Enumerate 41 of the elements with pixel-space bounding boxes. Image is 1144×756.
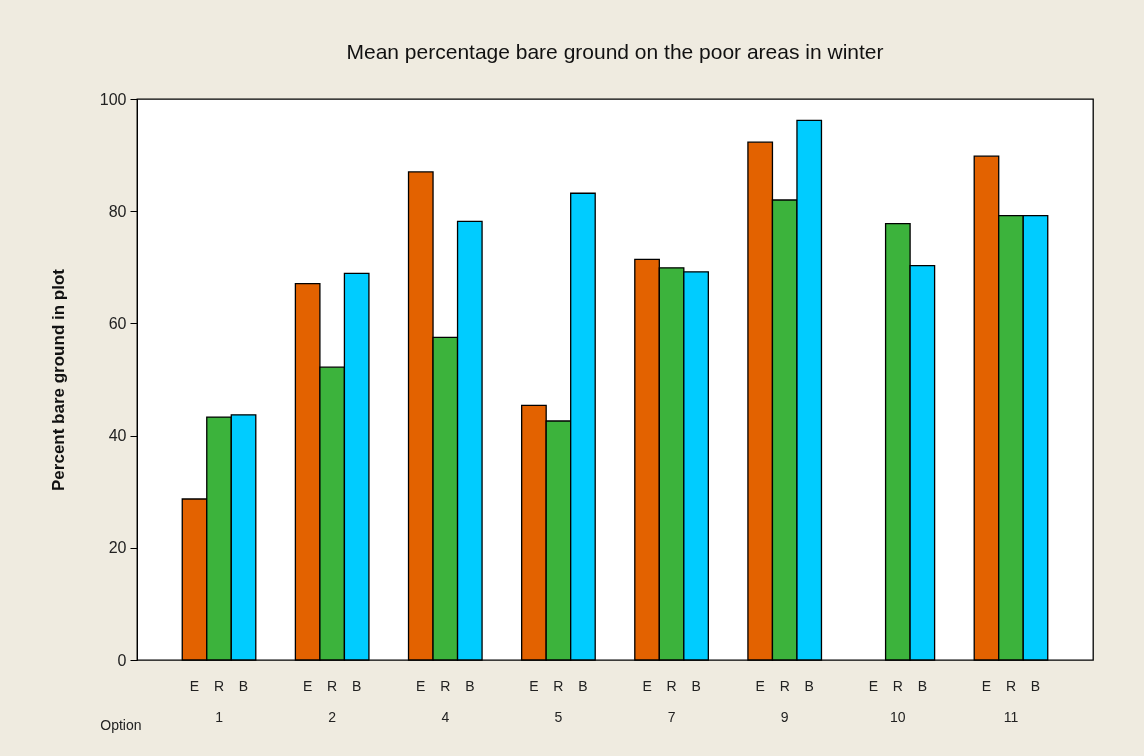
text: B bbox=[804, 678, 814, 694]
text: E bbox=[416, 678, 426, 694]
text: R bbox=[779, 678, 790, 694]
y-axis-title: Percent bare ground in plot bbox=[48, 268, 68, 491]
series-label: E bbox=[189, 678, 200, 694]
text: E bbox=[642, 678, 652, 694]
series-label: R bbox=[213, 678, 225, 694]
text: B bbox=[465, 678, 475, 694]
text: E bbox=[302, 678, 313, 694]
text: R bbox=[666, 678, 677, 694]
text: R bbox=[440, 678, 451, 694]
x-tick-label: 4 bbox=[441, 708, 450, 725]
text: R bbox=[1005, 678, 1017, 694]
y-tick-label: 80 bbox=[108, 202, 127, 220]
text: E bbox=[868, 678, 878, 694]
x-tick-label: 7 bbox=[667, 708, 676, 725]
text: B bbox=[691, 678, 701, 694]
chart-title: Mean percentage bare ground on the poor areas in winter bbox=[346, 40, 884, 63]
text: E bbox=[529, 678, 539, 694]
x-tick-label: 10 bbox=[890, 708, 906, 725]
x-tick-label: 2 bbox=[328, 708, 337, 725]
y-tick-label: 0 bbox=[117, 651, 127, 669]
text: E bbox=[981, 678, 992, 694]
text: B bbox=[1030, 678, 1041, 694]
y-tick-label: 100 bbox=[99, 90, 127, 108]
x-tick-label: 5 bbox=[554, 708, 563, 725]
y-tick-label: 40 bbox=[108, 427, 127, 445]
text: R bbox=[553, 678, 564, 694]
y-tick-label: 60 bbox=[108, 314, 127, 332]
text: B bbox=[917, 678, 928, 694]
x-tick-label: 1 bbox=[215, 708, 224, 725]
series-label: B bbox=[238, 678, 249, 694]
text: R bbox=[327, 678, 338, 694]
text: B bbox=[352, 678, 362, 694]
y-tick-label: 20 bbox=[108, 539, 127, 557]
x-tick-label: 9 bbox=[780, 708, 789, 725]
x-tick-label: 11 bbox=[1003, 708, 1019, 725]
text: E bbox=[755, 678, 765, 694]
x-axis-title: Option bbox=[100, 716, 142, 733]
text: B bbox=[578, 678, 588, 694]
text: R bbox=[892, 678, 903, 694]
